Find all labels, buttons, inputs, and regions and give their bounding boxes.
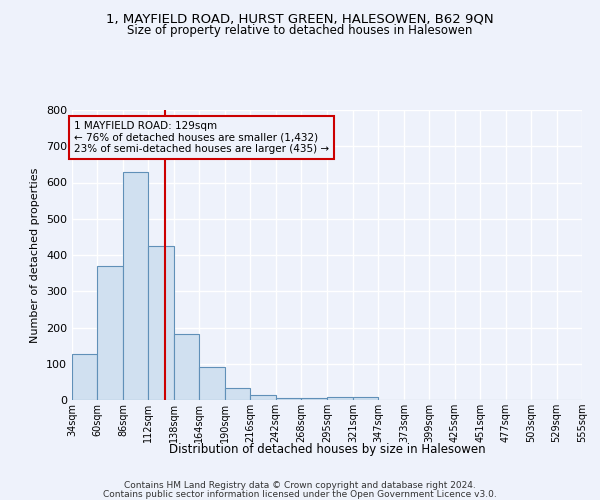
Bar xyxy=(72,354,97,400)
Text: Distribution of detached houses by size in Halesowen: Distribution of detached houses by size … xyxy=(169,442,485,456)
Bar xyxy=(123,172,148,400)
Bar xyxy=(225,388,250,400)
Bar xyxy=(250,394,275,400)
Y-axis label: Number of detached properties: Number of detached properties xyxy=(31,168,40,342)
Text: 1, MAYFIELD ROAD, HURST GREEN, HALESOWEN, B62 9QN: 1, MAYFIELD ROAD, HURST GREEN, HALESOWEN… xyxy=(106,12,494,26)
Text: Contains HM Land Registry data © Crown copyright and database right 2024.: Contains HM Land Registry data © Crown c… xyxy=(124,481,476,490)
Bar xyxy=(148,246,174,400)
Bar xyxy=(174,334,199,400)
Bar xyxy=(353,398,379,400)
Bar xyxy=(328,397,353,400)
Text: Contains public sector information licensed under the Open Government Licence v3: Contains public sector information licen… xyxy=(103,490,497,499)
Bar xyxy=(97,266,123,400)
Bar xyxy=(301,398,328,400)
Text: Size of property relative to detached houses in Halesowen: Size of property relative to detached ho… xyxy=(127,24,473,37)
Bar xyxy=(199,368,225,400)
Text: 1 MAYFIELD ROAD: 129sqm
← 76% of detached houses are smaller (1,432)
23% of semi: 1 MAYFIELD ROAD: 129sqm ← 76% of detache… xyxy=(74,121,329,154)
Bar xyxy=(275,398,301,400)
